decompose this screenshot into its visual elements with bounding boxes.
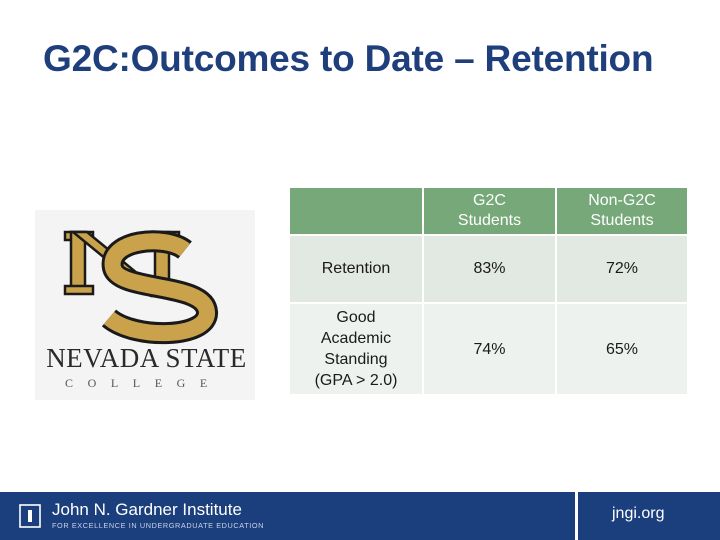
cell-non-g2c: 72% [555, 234, 689, 304]
institute-name: John N. Gardner Institute [52, 500, 242, 519]
row-label-text: Retention [321, 260, 391, 277]
row-label: Retention [288, 234, 424, 304]
footer-divider [575, 492, 578, 540]
ns-monogram-icon [63, 230, 218, 344]
college-logo: Nevada State COLLEGE [35, 210, 255, 400]
retention-table: G2C Students Non-G2C Students Retention … [288, 186, 689, 396]
institute-tagline: FOR EXCELLENCE IN UNDERGRADUATE EDUCATIO… [52, 521, 265, 530]
website-link[interactable]: jngi.org [612, 505, 665, 522]
row-label: Good Academic Standing (GPA > 2.0) [288, 302, 424, 396]
header-cell-g2c: G2C Students [422, 186, 557, 236]
header-cell-non-g2c: Non-G2C Students [555, 186, 689, 236]
header-non-g2c-label: Non-G2C Students [588, 192, 656, 229]
logo-wordmark: Nevada State [46, 343, 247, 373]
logo-subtitle: COLLEGE [65, 376, 222, 390]
header-cell-empty [288, 186, 424, 236]
table-row: Retention 83% 72% [288, 234, 689, 304]
table-header-row: G2C Students Non-G2C Students [288, 186, 689, 236]
institute-logo-icon [19, 504, 41, 528]
slide-title: G2C:Outcomes to Date – Retention [43, 38, 654, 79]
cell-g2c: 83% [422, 234, 557, 304]
table-row: Good Academic Standing (GPA > 2.0) 74% 6… [288, 302, 689, 396]
cell-non-g2c: 65% [555, 302, 689, 396]
footer-bar: John N. Gardner Institute FOR EXCELLENCE… [0, 492, 720, 540]
cell-g2c: 74% [422, 302, 557, 396]
header-g2c-label: G2C Students [457, 192, 522, 229]
row-label-text: Good Academic Standing (GPA > 2.0) [314, 309, 398, 389]
